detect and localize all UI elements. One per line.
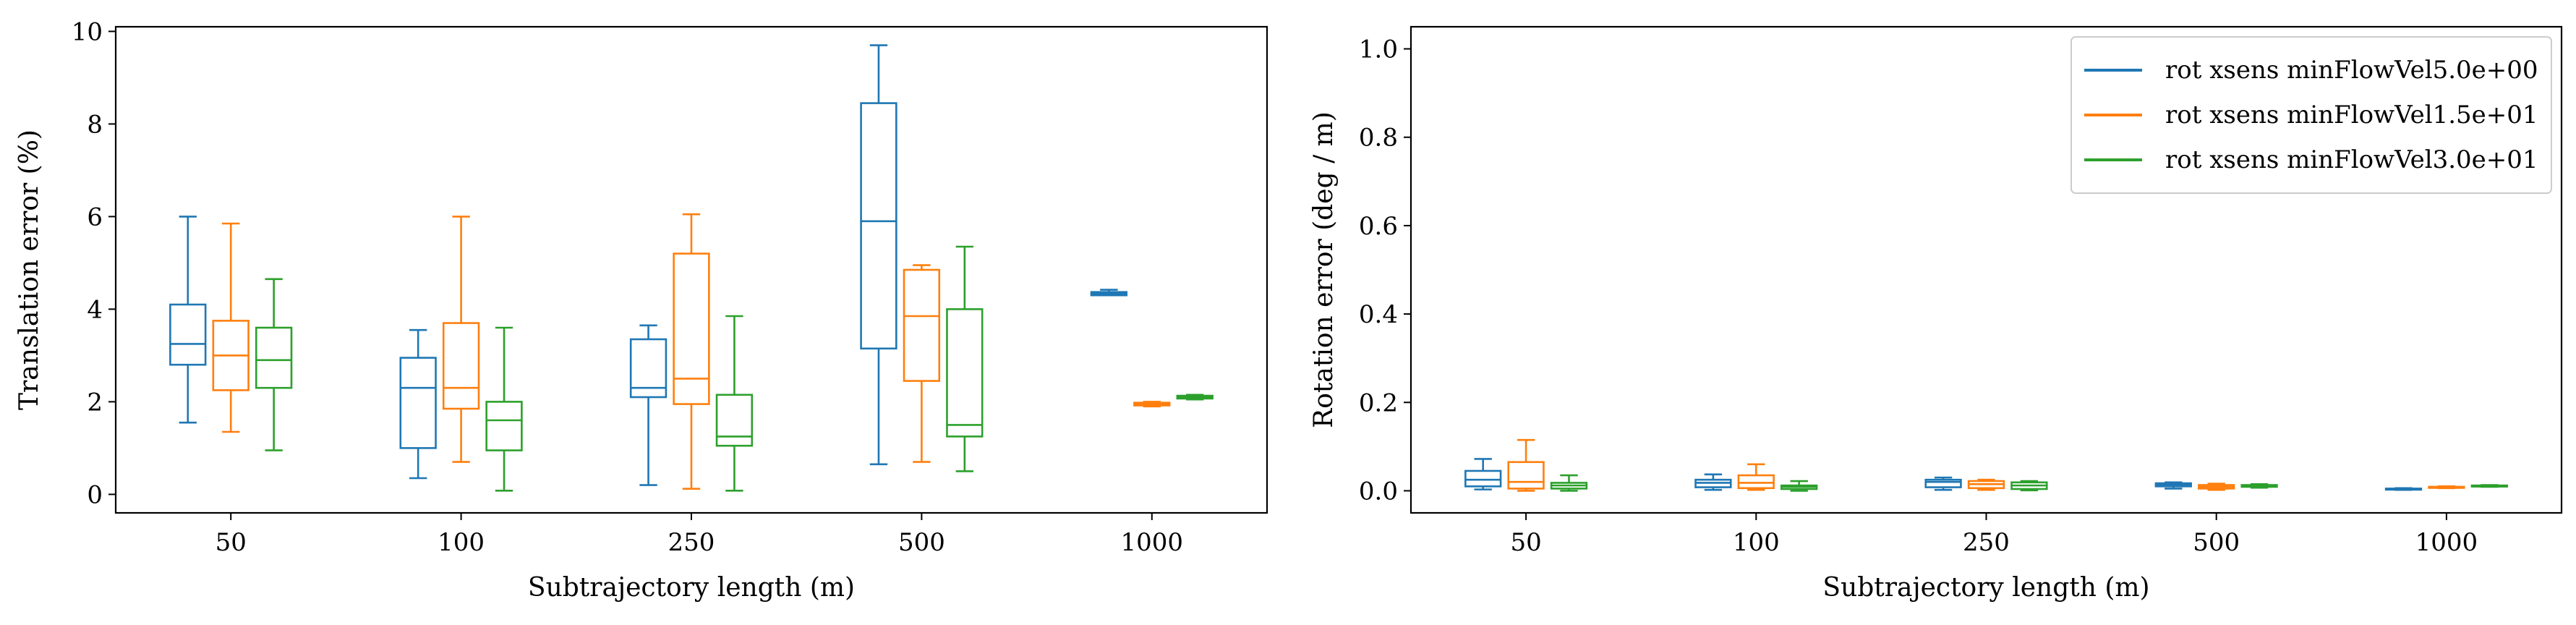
box-plot [2384, 487, 2423, 491]
x-tick-label: 250 [1963, 528, 2010, 557]
box-body [946, 308, 984, 438]
box-plot [212, 222, 250, 433]
x-tick-label: 500 [2193, 528, 2240, 557]
box-plot [2198, 482, 2235, 491]
translation-y-axis-label: Translation error (%) [14, 129, 44, 410]
box-body [1507, 461, 1545, 490]
legend-entry: rot xsens minFlowVel5.0e+00 [2165, 56, 2538, 85]
x-tick-label: 50 [1510, 528, 1541, 557]
y-tick-label: 0.4 [1359, 300, 1398, 329]
box-body [1737, 474, 1775, 490]
y-tick-label: 0.2 [1359, 388, 1398, 417]
box-plot [1090, 289, 1128, 297]
box-plot [2470, 484, 2508, 488]
translation-x-ticks: 50 100 250 500 1000 [216, 513, 1183, 557]
box-plot [255, 278, 293, 451]
rotation-x-ticks: 50 100 250 500 1000 [1510, 513, 2478, 557]
box-plot [1507, 438, 1545, 492]
box-plot [1967, 478, 2005, 491]
box-plot [860, 44, 897, 466]
box-plot [715, 315, 754, 492]
rotation-x-axis-label: Subtrajectory length (m) [1822, 573, 2149, 603]
box-plot [2240, 482, 2278, 489]
legend-frame [2070, 36, 2552, 194]
y-tick-label: 0.0 [1359, 477, 1398, 506]
box-body [903, 268, 941, 382]
y-tick-label: 0.6 [1359, 212, 1398, 241]
box-plot [169, 216, 207, 424]
translation-boxes [169, 44, 1214, 492]
y-tick-label: 0 [87, 480, 103, 509]
x-tick-label: 500 [898, 528, 945, 557]
box-plot [946, 245, 984, 472]
box-body [629, 338, 668, 399]
box-plot [1694, 473, 1732, 491]
rotation-boxes [1464, 438, 2508, 492]
y-tick-label: 2 [87, 388, 103, 417]
box-body [1464, 469, 1502, 488]
box-plot [399, 328, 437, 480]
legend: rot xsens minFlowVel5.0e+00 rot xsens min… [2070, 36, 2552, 194]
box-body [860, 102, 897, 350]
x-tick-label: 1000 [1121, 528, 1184, 557]
box-plot [629, 324, 668, 486]
box-plot [1464, 458, 1502, 490]
x-tick-label: 1000 [2415, 528, 2478, 557]
box-plot [1550, 474, 1588, 492]
box-plot [442, 216, 480, 463]
box-body [1924, 478, 1962, 488]
box-plot [485, 326, 523, 492]
x-tick-label: 250 [668, 528, 715, 557]
rotation-error-panel: 0.0 0.2 0.4 0.6 0.8 1.0 50 100 250 500 1000 Subtr… [1309, 25, 2563, 603]
x-tick-label: 100 [438, 528, 485, 557]
box-body [255, 326, 293, 389]
y-tick-label: 0.8 [1359, 124, 1398, 153]
y-tick-label: 1.0 [1359, 35, 1398, 64]
box-plot [2010, 480, 2048, 492]
box-plot [1133, 401, 1171, 408]
box-body [169, 303, 207, 366]
rotation-y-ticks: 0.0 0.2 0.4 0.6 0.8 1.0 [1359, 35, 1411, 506]
box-plot [1780, 480, 1818, 492]
legend-entry: rot xsens minFlowVel3.0e+01 [2165, 145, 2538, 174]
legend-entry: rot xsens minFlowVel1.5e+01 [2165, 101, 2538, 129]
box-body [485, 401, 523, 451]
translation-x-axis-label: Subtrajectory length (m) [528, 573, 855, 603]
box-body [715, 394, 754, 447]
box-plot [1176, 394, 1214, 401]
x-tick-label: 50 [216, 528, 247, 557]
box-body [442, 322, 480, 410]
translation-error-panel: 0 2 4 6 8 10 50 100 250 500 1000 Subtrajectory le… [14, 17, 1268, 603]
y-tick-label: 8 [87, 110, 103, 139]
box-body [673, 252, 710, 405]
box-plot [903, 264, 941, 463]
y-tick-label: 10 [72, 17, 103, 46]
rotation-y-axis-label: Rotation error (deg / m) [1309, 111, 1339, 428]
x-tick-label: 100 [1733, 528, 1780, 557]
box-plot [1737, 463, 1775, 491]
box-plot [2154, 481, 2192, 490]
y-tick-label: 4 [87, 295, 103, 324]
box-plot [1924, 476, 1962, 491]
box-body [399, 357, 437, 449]
translation-y-ticks: 0 2 4 6 8 10 [72, 17, 116, 509]
y-tick-label: 6 [87, 203, 103, 231]
box-plot [2428, 485, 2465, 490]
box-plot [673, 213, 710, 490]
